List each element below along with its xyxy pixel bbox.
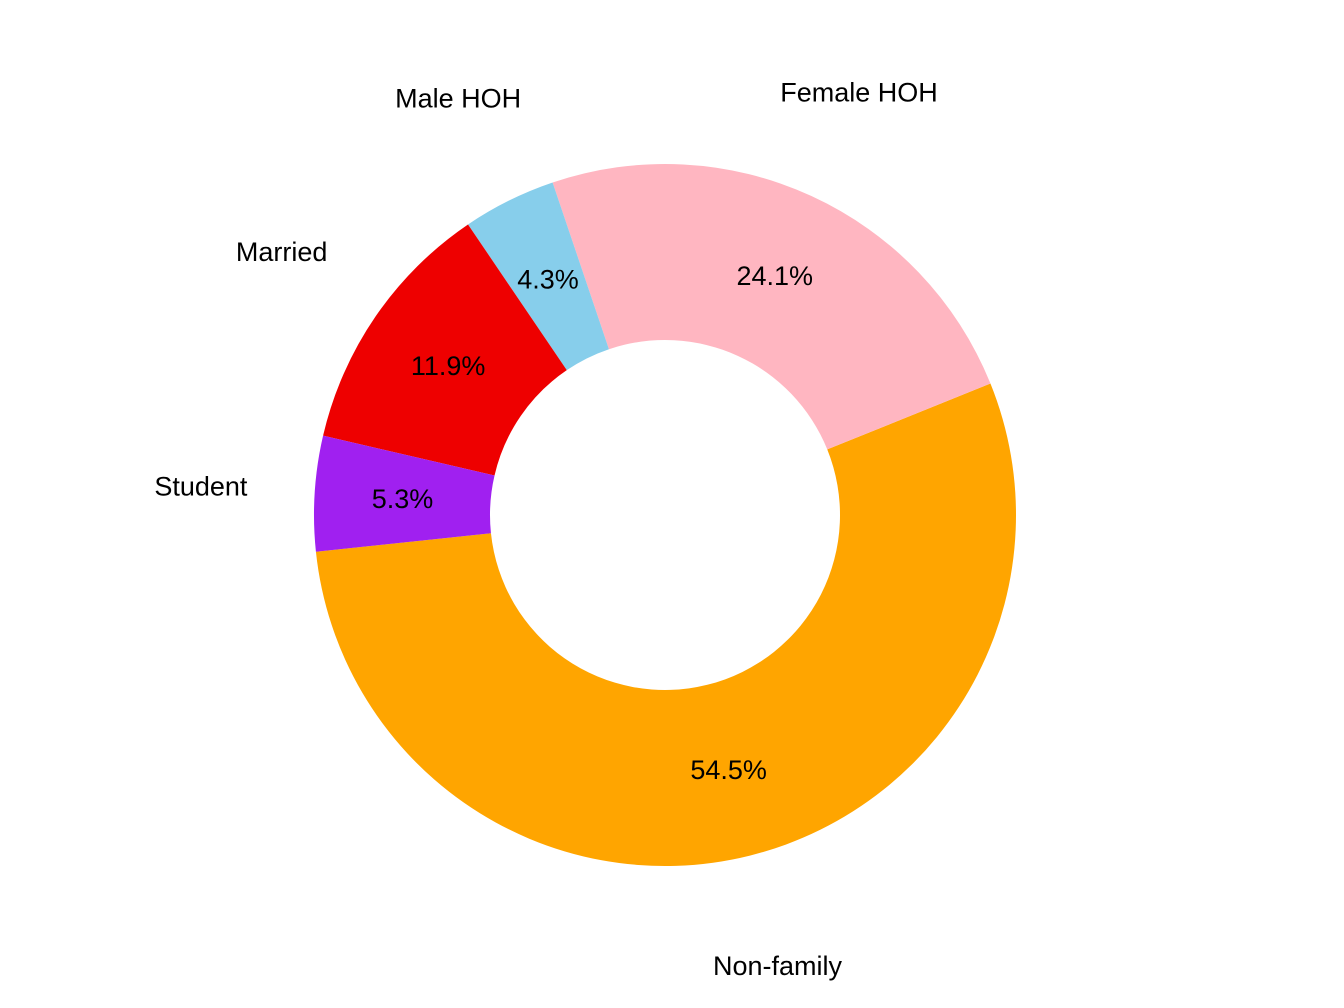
- slice-student: [314, 435, 495, 552]
- category-label-married: Married: [236, 237, 328, 267]
- category-label-non-family: Non-family: [713, 951, 843, 981]
- percent-label-student: 5.3%: [372, 484, 434, 514]
- percent-label-group: 54.5% 24.1% 4.3% 11.9% 5.3%: [372, 261, 813, 785]
- percent-label-non-family: 54.5%: [690, 755, 767, 785]
- category-label-student: Student: [154, 471, 248, 501]
- slice-female-hoh: [552, 164, 991, 450]
- percent-label-married: 11.9%: [411, 351, 486, 381]
- category-label-female-hoh: Female HOH: [780, 77, 938, 107]
- slice-non-family: [315, 383, 1016, 866]
- category-label-male-hoh: Male HOH: [395, 84, 521, 114]
- slice-male-hoh: [468, 182, 609, 371]
- slice-group: [314, 164, 1016, 866]
- category-label-group: Non-family Female HOH Male HOH Married Stude…: [154, 77, 937, 981]
- slice-married: [323, 224, 567, 476]
- percent-label-male-hoh: 4.3%: [517, 264, 579, 294]
- percent-label-female-hoh: 24.1%: [736, 261, 813, 291]
